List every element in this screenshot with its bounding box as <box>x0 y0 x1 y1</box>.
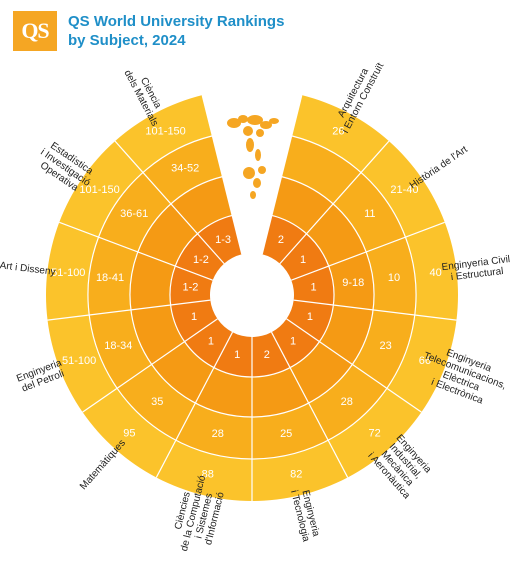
category-label: Enginyeriadel Petroli <box>15 357 67 395</box>
rank-value: 101-150 <box>79 184 119 196</box>
category-label-line: Art i Disseny <box>0 260 56 278</box>
world-map-icon <box>227 115 279 199</box>
segment-divider <box>261 94 303 255</box>
map-blob <box>227 118 241 128</box>
rank-value: 10 <box>388 272 400 284</box>
rank-value: 28 <box>341 396 353 408</box>
rank-value: 36-61 <box>120 208 148 220</box>
rank-value: 35 <box>151 396 163 408</box>
ring-boundary <box>129 176 375 418</box>
ring-boundary <box>87 135 417 460</box>
rank-value: 72 <box>368 428 380 440</box>
rank-value: 1 <box>300 254 306 266</box>
qs-logo-text: QS <box>21 18 49 43</box>
ring-1 <box>170 215 334 377</box>
category-label-line: Matemàtiques <box>78 438 128 492</box>
segment-divider <box>279 140 390 265</box>
segment-divider <box>59 221 213 281</box>
map-blob <box>247 115 263 125</box>
title-line-1: QS World University Rankings <box>68 13 285 30</box>
category-label: Art i Disseny <box>0 260 56 278</box>
rank-value: 1-3 <box>215 234 231 246</box>
map-blob <box>246 138 254 152</box>
rank-value: 21-40 <box>390 184 418 196</box>
title-line-2: by Subject, 2024 <box>68 32 186 49</box>
category-label: Història de l'Art <box>408 144 470 191</box>
rank-value: 11 <box>364 208 375 220</box>
rank-value: 66 <box>419 355 431 367</box>
map-blob <box>253 178 261 188</box>
category-label: Enginyeriai Tecnologia <box>288 486 322 543</box>
rank-value: 25 <box>280 428 292 440</box>
rank-value: 1 <box>191 311 197 323</box>
rank-value: 40 <box>430 267 442 279</box>
rank-value: 18-34 <box>104 340 132 352</box>
rank-value: 26 <box>332 125 344 137</box>
rank-value: 1 <box>307 311 313 323</box>
map-blob <box>238 115 248 123</box>
rank-value: 1 <box>208 335 214 347</box>
rank-value: 1-2 <box>193 254 209 266</box>
map-blob <box>255 149 261 161</box>
ring-segments <box>45 94 458 501</box>
segment-divider <box>291 221 445 281</box>
rank-value: 1 <box>234 349 240 361</box>
rank-value: 88 <box>202 469 214 481</box>
rank-value: 23 <box>380 340 392 352</box>
segment-divider <box>47 299 211 321</box>
ring-boundary <box>169 214 335 378</box>
ring-2 <box>129 176 374 417</box>
segment-divider <box>270 331 349 478</box>
qs-logo: QS <box>13 11 57 51</box>
category-label: Matemàtiques <box>78 438 128 492</box>
rank-value: 9-18 <box>342 277 364 289</box>
segment-divider <box>286 318 422 413</box>
map-blob <box>256 129 264 137</box>
map-blob <box>258 166 266 174</box>
segment-divider <box>293 299 457 321</box>
map-blob <box>250 191 256 199</box>
rank-value: 18-41 <box>96 272 124 284</box>
rank-value: 82 <box>290 469 302 481</box>
rank-value: 2 <box>264 349 270 361</box>
rank-value: 101-150 <box>145 125 185 137</box>
segment-divider <box>155 331 234 478</box>
rank-value: 1-2 <box>182 282 198 294</box>
segment-divider <box>82 318 218 413</box>
map-blob <box>243 126 253 136</box>
rank-value: 34-52 <box>171 163 199 175</box>
rank-value: 1 <box>290 335 296 347</box>
rank-value: 28 <box>212 428 224 440</box>
segment-divider <box>114 140 225 265</box>
page-title: QS World University Rankings by Subject,… <box>68 12 284 50</box>
category-label-line: Història de l'Art <box>408 144 470 191</box>
rank-value: 51-100 <box>62 355 96 367</box>
map-blob <box>260 121 272 129</box>
rank-value: 1 <box>310 282 316 294</box>
map-blob <box>243 167 255 179</box>
rank-value: 2 <box>278 234 284 246</box>
rank-value: 51-100 <box>51 267 85 279</box>
rank-value: 95 <box>123 428 135 440</box>
map-blob <box>269 118 279 124</box>
segment-divider <box>201 94 243 255</box>
